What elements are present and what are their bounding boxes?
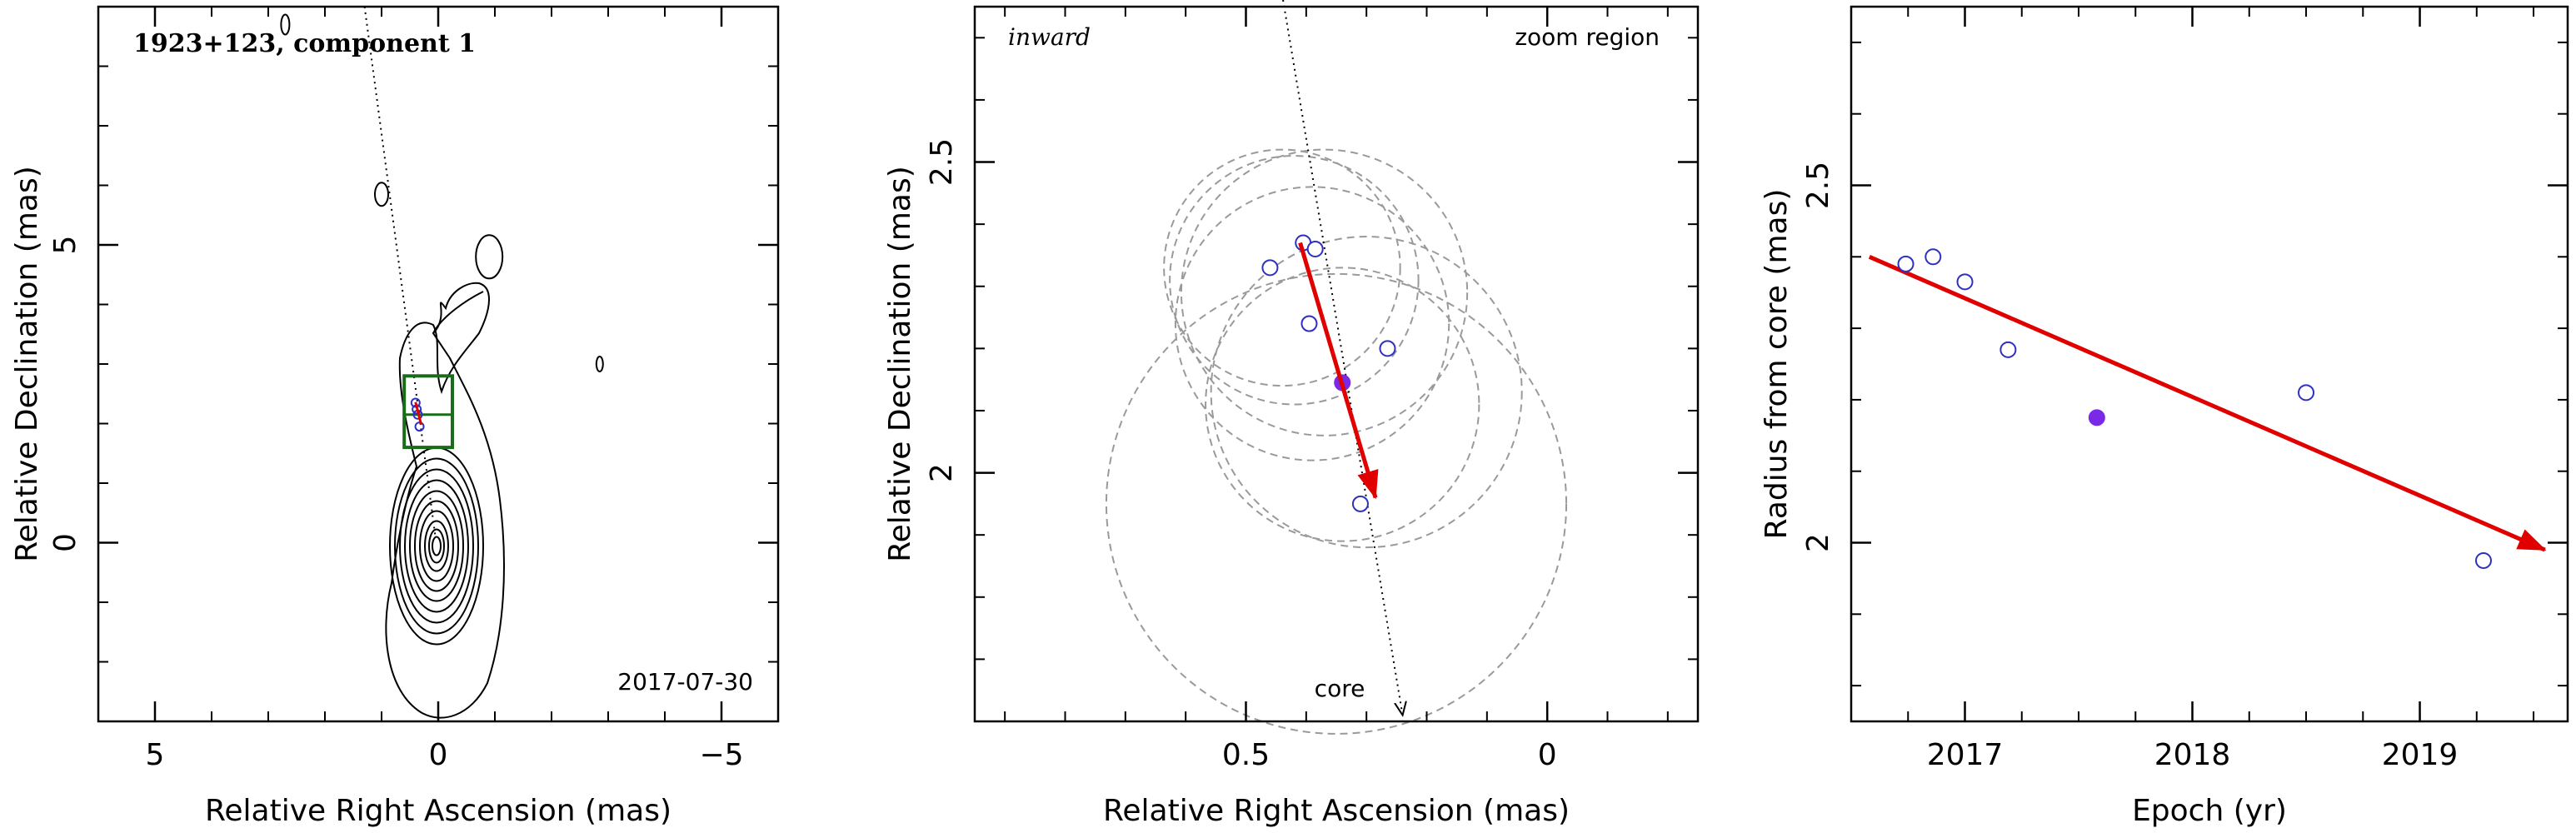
p3-overlay xyxy=(1868,248,2547,569)
panel-radius-epoch: 2017 2018 2019 2 2.5 Epoch (yr) Radius from … xyxy=(1760,5,2569,828)
contour-island xyxy=(374,182,389,207)
fit-arrow xyxy=(1868,255,2547,552)
data-point xyxy=(1306,240,1324,257)
contour-level xyxy=(419,510,454,582)
p2-ticks: 0.5 0 2 2.5 xyxy=(925,7,1698,772)
y-tick-label: 5 xyxy=(48,236,82,255)
p2-core-label: core xyxy=(1315,675,1365,702)
p2-overlay xyxy=(1261,0,1403,716)
y-tick-label: 2.5 xyxy=(1801,162,1835,209)
error-circle xyxy=(1169,155,1420,406)
error-circle xyxy=(1174,186,1450,461)
contour-level xyxy=(399,468,474,624)
data-point xyxy=(1999,341,2017,358)
p2-xlabel: Relative Right Ascension (mas) xyxy=(1103,794,1570,828)
x-tick-label: 0 xyxy=(1538,738,1557,772)
p2-frame xyxy=(973,5,1700,723)
p1-title: 1923+123, component 1 xyxy=(133,29,476,58)
y-tick-label: 2.5 xyxy=(925,138,959,186)
y-tick-label: 2 xyxy=(1801,533,1835,552)
x-tick-label: 2018 xyxy=(2154,738,2231,772)
direction-line xyxy=(1282,0,1403,716)
data-point xyxy=(1351,495,1369,512)
data-point xyxy=(1261,259,1279,277)
data-point xyxy=(1300,315,1318,332)
p3-xlabel: Epoch (yr) xyxy=(2132,794,2287,828)
y-tick-label: 0 xyxy=(48,533,82,552)
error-circle xyxy=(1210,236,1523,549)
data-point xyxy=(1379,340,1396,357)
contour-level xyxy=(409,490,464,602)
p1-xlabel: Relative Right Ascension (mas) xyxy=(205,794,671,828)
p3-ticks: 2017 2018 2019 2 2.5 xyxy=(1801,7,2568,772)
contour-arm xyxy=(432,291,484,334)
contour-level xyxy=(414,500,459,592)
p1-overlay xyxy=(363,6,455,537)
p2-corner-label: zoom region xyxy=(1515,23,1660,51)
x-tick-label: 0.5 xyxy=(1222,738,1270,772)
panel-zoom-region: 0.5 0 2 2.5 inward zoom region core Relativ… xyxy=(883,0,1700,828)
data-point-filled xyxy=(2088,409,2105,426)
error-circle xyxy=(1105,272,1568,735)
p2-ylabel: Relative Declination (mas) xyxy=(883,166,917,562)
contour-island xyxy=(475,234,504,280)
contour-level xyxy=(389,446,484,646)
p3-frame xyxy=(1850,5,2569,723)
data-point xyxy=(2298,384,2315,402)
error-circle xyxy=(1205,267,1480,542)
error-circle xyxy=(1163,148,1401,387)
p2-title: inward xyxy=(1008,23,1091,51)
contour-level xyxy=(428,528,445,564)
component-arrow xyxy=(414,402,423,426)
p1-contours xyxy=(280,13,604,719)
x-tick-label: 2019 xyxy=(2382,738,2459,772)
contour-island xyxy=(595,356,604,372)
data-point xyxy=(1897,255,1915,272)
data-point xyxy=(2474,551,2492,569)
p2-error-circles xyxy=(1105,148,1568,735)
x-tick-label: −5 xyxy=(699,738,743,772)
data-point xyxy=(1925,248,1942,266)
y-tick-label: 2 xyxy=(925,463,959,482)
panel-contour-map: 5 0 −505 1923+123, component 1 2017-07-30 … xyxy=(10,5,780,828)
error-circle xyxy=(1180,148,1469,436)
x-tick-label: 2017 xyxy=(1927,738,2004,772)
x-tick-label: 0 xyxy=(429,738,448,772)
contour-level xyxy=(394,457,479,635)
contour-island xyxy=(280,13,291,36)
contour-outer xyxy=(385,282,505,719)
contour-level xyxy=(432,536,442,556)
contour-level xyxy=(404,479,469,613)
fit-arrow xyxy=(1298,242,1379,500)
p1-date-label: 2017-07-30 xyxy=(617,668,753,696)
zoom-box xyxy=(402,374,455,450)
direction-line xyxy=(363,6,437,537)
contour-level xyxy=(424,520,449,572)
p1-ticks: 5 0 −5 0 5 xyxy=(48,6,779,772)
p3-ylabel: Radius from core (mas) xyxy=(1760,189,1794,540)
x-tick-label: 5 xyxy=(146,738,165,772)
data-point xyxy=(1956,273,1974,291)
p1-ylabel: Relative Declination (mas) xyxy=(10,166,44,562)
